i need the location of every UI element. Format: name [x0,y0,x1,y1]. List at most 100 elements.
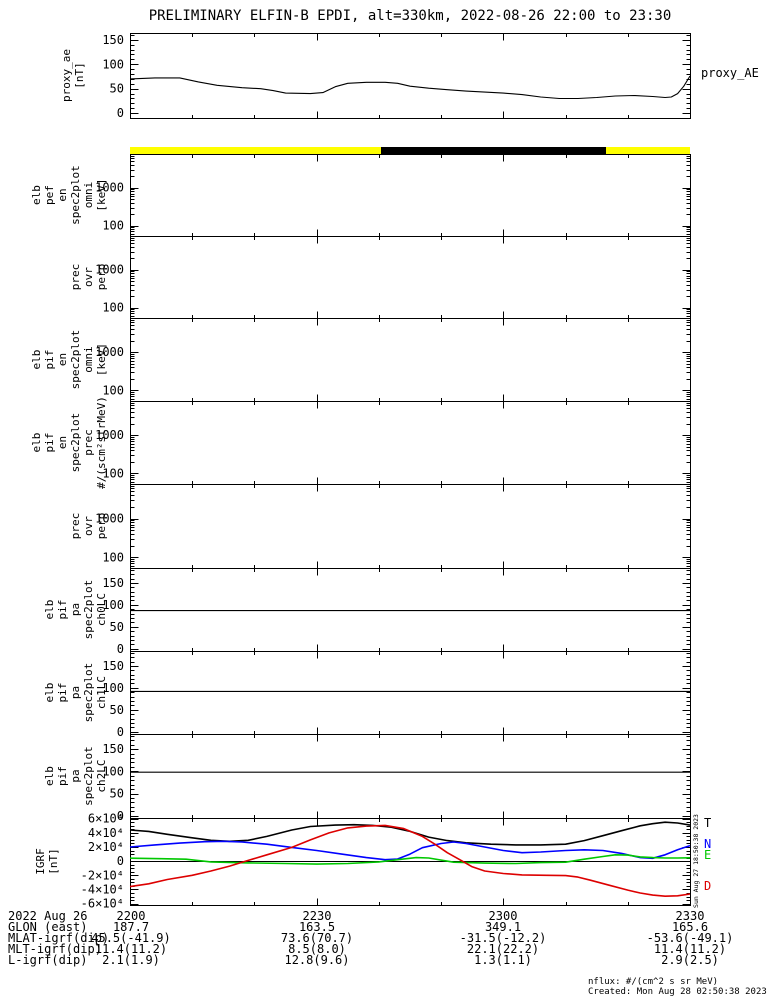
curve-N [129,840,691,861]
panel-axis-word: omni [82,346,95,373]
panel-axis-word: prec [82,429,95,456]
panel-axis-word: [keV] [95,343,108,376]
panel-elb-pif-en-omni: 100 1000 elb pif en spec2plot omni [keV] [30,318,691,402]
nflux-units-note: nflux: #/(cm^2 s sr MeV) [588,977,719,987]
panel-axis-word: spec2plot [82,580,95,640]
panel-frame [130,651,691,735]
panel-axis-word: prec [69,513,82,540]
igrf-legend-T: T [704,816,712,830]
panel-axis-word: [nT] [47,848,60,875]
footer-row-label: MLT-igrf(dip) [8,942,102,956]
footer-value: 22.1(22.2) [466,942,540,956]
footer-value: 2.9(2.5) [661,953,719,967]
panel-axis-word: spec2plot [69,165,82,225]
footer-value: -53.6(-49.1) [646,931,734,945]
panel-axis-word: pa [69,603,82,616]
panel-elb-pef-en-omni: 100 1000 elb pef en spec2plot omni [keV] [30,154,691,237]
panel-frame [130,154,691,237]
panel-frame [130,236,691,319]
y-tick-label: 100 [102,466,124,480]
y-tick-label: 100 [102,301,124,315]
panel-axis-word: pa [69,769,82,782]
panel-axis-word: proxy_ae [60,49,73,102]
y-tick-label: 1000 [95,181,124,195]
proxy-ae-right-label: proxy_AE [701,66,759,80]
footer-row-glon: GLON (east) 187.7 163.5 349.1 165.6 [0,921,775,933]
y-tick-label: -6×10⁴ [81,897,124,911]
y-tick-label: -4×10⁴ [81,882,124,896]
bar-segment [606,147,690,154]
panel-axis-word: spec2plot [69,330,82,390]
panel-axis-word: en [56,188,69,201]
y-tick-label: 0 [117,725,124,739]
panel-axis-word: pif [43,350,56,370]
y-tick-label: 100 [102,764,124,778]
footer-value: 12.8(9.6) [284,953,350,967]
sun-shadow-bar [130,147,690,154]
y-tick-label: 0 [117,642,124,656]
panel-axis-word: prec [69,264,82,291]
footer-value: 2.1(1.9) [102,953,160,967]
panel-elb-pif-en-prec: 100 1000 elb pif en spec2plot prec #/(scm²strMe… [30,396,691,489]
footer-value: 349.1 [484,920,522,934]
panel-axis-word: pa [69,686,82,699]
panel-axis-word: elb [30,433,43,453]
igrf-legend-D: D [704,879,712,893]
y-tick-label: 0 [117,854,124,868]
created-timestamp: Created: Mon Aug 28 02:50:38 2023 [588,987,767,997]
time-tick-label: 2230 [302,909,332,923]
igrf-legend-E: E [704,848,712,862]
panel-prec-ovr-perp-1: 100 1000 prec ovr perp [69,236,691,319]
y-tick-label: 150 [102,659,124,673]
panel-ch1LC: 0 50 100 150 elb pif pa spec2plot ch1LC [43,651,691,739]
panel-axis-word: elb [43,683,56,703]
time-tick-label: 2300 [488,909,518,923]
y-tick-label: 100 [102,383,124,397]
footer-value: -31.5(-12.2) [459,931,547,945]
panel-axis-word: ovr [82,267,95,287]
y-tick-label: 1000 [95,512,124,526]
panel-axis-word: elb [43,766,56,786]
footer-value: 165.6 [671,920,709,934]
footer-value: 163.5 [298,920,336,934]
y-tick-label: 50 [110,82,124,96]
panel-axis-word: IGRF [34,848,47,875]
y-tick-label: 1000 [95,428,124,442]
y-tick-label: 150 [102,33,124,47]
panel-axis-word: pif [56,600,69,620]
panel-axis-word: spec2plot [82,663,95,723]
panel-proxy-ae: 0 50 100 150 proxy_ae [nT] [60,33,691,120]
panel-frame [130,318,691,402]
panel-axis-word: pef [43,185,56,205]
time-tick-label: 2330 [675,909,705,923]
time-tick-label: 2200 [116,909,146,923]
y-tick-label: 100 [102,219,124,233]
footer-value: 73.6(70.7) [280,931,354,945]
panel-axis-word: ch0LC [95,593,108,626]
footer-row-label: L-igrf(dip) [8,953,88,967]
footer-row-label: MLAT-igrf(dip) [8,931,110,945]
panel-axis-word: pif [43,433,56,453]
panel-frame [130,484,691,569]
panel-frame [130,33,691,119]
footer-value: 45.5(-41.9) [91,931,171,945]
panel-frame [130,401,691,485]
panel-axis-word: omni [82,182,95,209]
y-tick-label: 150 [102,576,124,590]
y-tick-label: 0 [117,809,124,823]
footer-date-label: 2022 Aug 26 [8,909,88,923]
y-tick-label: 50 [110,787,124,801]
y-tick-label: 100 [102,57,124,71]
footer-row-time: 2022 Aug 26 2200 2230 2300 2330 [0,910,775,922]
bar-segment [130,147,381,154]
panel-axis-word: ch1LC [95,676,108,709]
panel-frame [130,734,691,819]
panel-axis-word: pif [56,683,69,703]
footer-value: 11.4(11.2) [653,942,727,956]
panel-ch0LC: 0 50 100 150 elb pif pa spec2plot ch0LC [43,568,691,656]
panel-axis-word: ovr [82,516,95,536]
footer-value: 187.7 [112,920,150,934]
y-tick-label: 1000 [95,263,124,277]
